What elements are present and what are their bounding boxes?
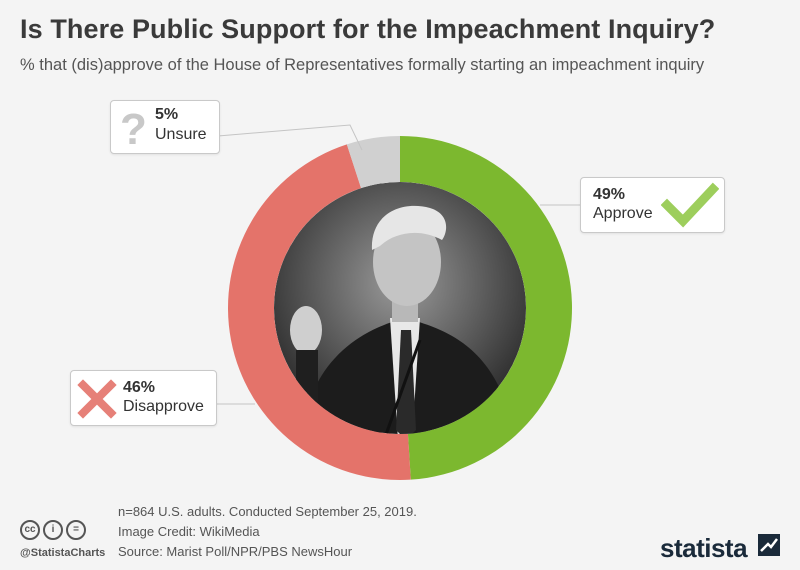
chart-subtitle: % that (dis)approve of the House of Repr… bbox=[20, 56, 705, 74]
unsure-label: Unsure bbox=[155, 126, 207, 143]
approve-label: Approve bbox=[593, 205, 653, 222]
x-mark-icon bbox=[77, 379, 117, 419]
slice-approve bbox=[400, 136, 572, 480]
approve-percent: 49% bbox=[593, 186, 626, 203]
checkmark-icon bbox=[661, 182, 719, 228]
disapprove-callout: 46% Disapprove bbox=[70, 370, 217, 426]
statista-logo-icon bbox=[758, 534, 780, 556]
slice-disapprove bbox=[227, 144, 411, 480]
unsure-percent: 5% bbox=[155, 106, 179, 123]
chart-title: Is There Public Support for the Impeachm… bbox=[20, 14, 716, 44]
attribution-icon: i bbox=[43, 520, 63, 540]
no-derivatives-icon: = bbox=[66, 520, 86, 540]
disapprove-label: Disapprove bbox=[123, 398, 204, 415]
license-icons: cc i = bbox=[20, 519, 89, 540]
unsure-callout: ? 5% Unsure bbox=[110, 100, 220, 154]
svg-text:?: ? bbox=[120, 105, 147, 150]
slice-unsure bbox=[346, 136, 400, 189]
approve-callout: 49% Approve bbox=[580, 177, 725, 233]
footer-source: Source: Marist Poll/NPR/PBS NewsHour bbox=[118, 544, 353, 559]
leader-lines bbox=[215, 124, 580, 405]
question-mark-icon: ? bbox=[120, 105, 147, 150]
cc-icon: cc bbox=[20, 520, 40, 540]
statista-logo-text: statista bbox=[660, 533, 748, 563]
social-handle: @StatistaCharts bbox=[20, 547, 106, 559]
disapprove-percent: 46% bbox=[123, 379, 156, 396]
footer-credit: Image Credit: WikiMedia bbox=[118, 524, 260, 539]
footer-note: n=864 U.S. adults. Conducted September 2… bbox=[118, 504, 417, 519]
